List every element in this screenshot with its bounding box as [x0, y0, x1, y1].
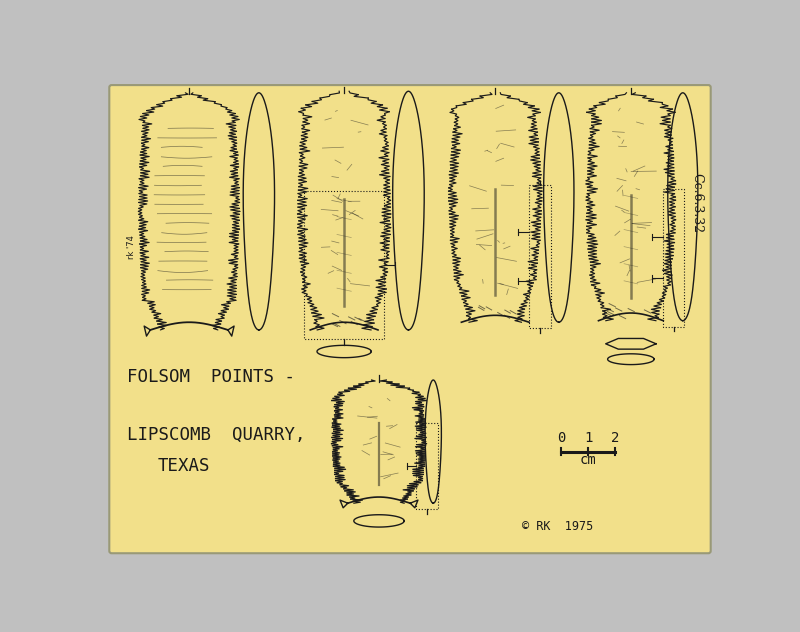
- Polygon shape: [138, 93, 240, 330]
- Text: 1: 1: [584, 432, 593, 446]
- Text: TEXAS: TEXAS: [158, 457, 210, 475]
- Polygon shape: [608, 354, 654, 365]
- Text: © RK  1975: © RK 1975: [522, 520, 594, 533]
- Polygon shape: [606, 339, 656, 349]
- Polygon shape: [243, 93, 274, 330]
- Polygon shape: [668, 93, 698, 320]
- Polygon shape: [317, 345, 371, 358]
- Polygon shape: [586, 93, 675, 320]
- Text: LIPSCOMB  QUARRY,: LIPSCOMB QUARRY,: [127, 426, 306, 444]
- Polygon shape: [425, 380, 442, 503]
- Polygon shape: [331, 380, 426, 503]
- Polygon shape: [354, 514, 404, 527]
- Polygon shape: [298, 91, 390, 330]
- Text: cm: cm: [580, 453, 597, 467]
- Text: FOLSOM  POINTS -: FOLSOM POINTS -: [127, 368, 295, 386]
- Polygon shape: [393, 91, 424, 330]
- Text: 0: 0: [557, 432, 566, 446]
- Polygon shape: [544, 93, 574, 322]
- Text: 2: 2: [611, 432, 619, 446]
- Polygon shape: [449, 93, 542, 322]
- Text: rk '74: rk '74: [126, 235, 135, 259]
- FancyBboxPatch shape: [110, 85, 710, 553]
- Text: Cc.6.3.32: Cc.6.3.32: [690, 173, 703, 233]
